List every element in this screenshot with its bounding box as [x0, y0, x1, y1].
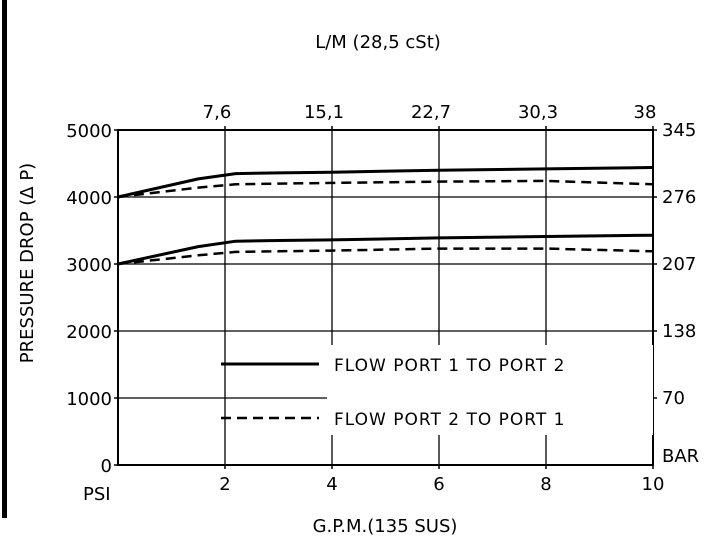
legend-entry-port2-to-port1: FLOW PORT 2 TO PORT 1 — [334, 410, 565, 430]
y-axis-title: PRESSURE DROP (Δ P) — [17, 163, 38, 363]
y-tick-label: 3000 — [66, 255, 112, 276]
x-axis-title: G.P.M.(135 SUS) — [313, 516, 458, 537]
y2-tick-label: 70 — [662, 388, 685, 409]
x-tick-label: 6 — [433, 474, 444, 495]
series-line-high-dashed — [117, 179, 654, 199]
x2-tick-label: 38 — [634, 102, 657, 123]
series-line-low-solid — [117, 233, 654, 266]
y2-tick-label: 207 — [662, 254, 696, 275]
y2-tick-label: 276 — [662, 187, 696, 208]
x-tick-label: 2 — [219, 474, 230, 495]
y2-tick-label: 345 — [662, 120, 696, 141]
y-tick-label: 2000 — [66, 322, 112, 343]
y-unit-left: PSI — [83, 484, 111, 505]
y-tick-label: 5000 — [66, 121, 112, 142]
tick-labels: 0 1000 2000 3000 4000 5000 2 7,6 4 15,1 6 22,7 8 30,3… — [66, 102, 696, 495]
x-tick-label: 4 — [326, 474, 337, 495]
x2-tick-label: 7,6 — [203, 102, 232, 123]
x-tick-label: 10 — [642, 474, 665, 495]
series-line-low-dashed — [117, 247, 654, 266]
y-unit-right: BAR — [662, 446, 699, 467]
x2-tick-label: 15,1 — [304, 102, 344, 123]
data-series — [117, 166, 654, 266]
series-line-high-solid — [117, 166, 654, 199]
plot-frame — [117, 129, 654, 466]
x2-tick-label: 22,7 — [411, 102, 451, 123]
y-tick-label: 4000 — [66, 188, 112, 209]
left-border-bar — [2, 0, 7, 518]
y-tick-label: 1000 — [66, 389, 112, 410]
x2-tick-label: 30,3 — [518, 102, 558, 123]
legend-entry-port1-to-port2: FLOW PORT 1 TO PORT 2 — [334, 356, 565, 376]
top-axis-title: L/M (28,5 cSt) — [315, 32, 441, 53]
y-tick-label: 0 — [101, 456, 112, 477]
legend: FLOW PORT 1 TO PORT 2 FLOW PORT 2 TO POR… — [221, 345, 653, 435]
y2-tick-label: 138 — [662, 321, 696, 342]
x-tick-label: 8 — [540, 474, 551, 495]
